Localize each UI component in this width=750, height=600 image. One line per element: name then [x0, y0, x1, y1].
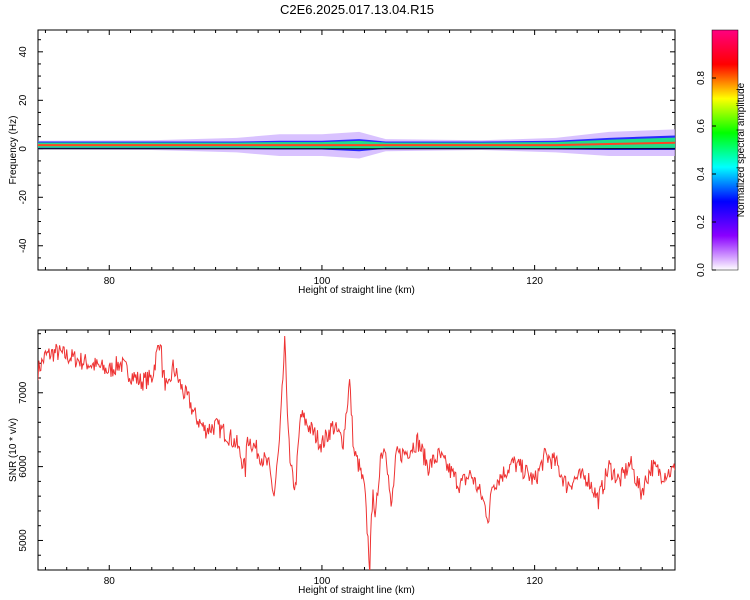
spectral-core	[38, 137, 675, 150]
colorbar-tick-label: 0.6	[696, 119, 707, 133]
colorbar-label: Normalized spectral amplitude	[736, 82, 747, 217]
x-tick-label: 100	[314, 276, 331, 287]
x-axis-label: Height of straight line (km)	[298, 285, 415, 296]
colorbar: 0.0 0.2 0.4 0.6 0.8 Normalized spectral ampli…	[696, 29, 747, 277]
spectrogram-panel: 80 100 120 40 20 0 -20 -40 Height of straight li…	[8, 29, 676, 296]
y-tick-label: 5000	[18, 529, 29, 552]
snr-line	[38, 335, 675, 570]
y-axis-label: SNR (10 * v/v)	[8, 418, 19, 482]
x-tick-label: 80	[104, 276, 116, 287]
y-tick-label: -20	[18, 190, 29, 205]
y-tick-label: -40	[18, 238, 29, 253]
y-tick-label: 20	[18, 94, 29, 106]
y-axis-label: Frequency (Hz)	[8, 116, 19, 185]
x-tick-label: 120	[526, 576, 543, 587]
x-axis-label: Height of straight line (km)	[298, 585, 415, 596]
colorbar-tick-label: 0.2	[696, 215, 707, 229]
spectral-band	[38, 129, 675, 159]
x-tick-label: 120	[526, 276, 543, 287]
y-tick-label: 40	[18, 46, 29, 58]
colorbar-tick-label: 0.0	[696, 263, 707, 277]
colorbar-tick-label: 0.4	[696, 167, 707, 181]
colorbar-tick-label: 0.8	[696, 71, 707, 85]
spectral-peak-ridge	[38, 141, 675, 147]
chart-title: C2E6.2025.017.13.04.R15	[280, 2, 434, 17]
x-tick-label: 80	[104, 576, 116, 587]
y-tick-label: 0	[18, 146, 29, 152]
y-tick-label: 6000	[18, 455, 29, 478]
plot-frame	[37, 329, 676, 571]
x-tick-label: 100	[314, 576, 331, 587]
colorbar-scale	[711, 29, 739, 271]
y-tick-label: 7000	[18, 381, 29, 404]
snr-panel: 80 100 120 7000 6000 5000 Height of straight l…	[8, 329, 676, 596]
snr-series	[38, 335, 675, 570]
